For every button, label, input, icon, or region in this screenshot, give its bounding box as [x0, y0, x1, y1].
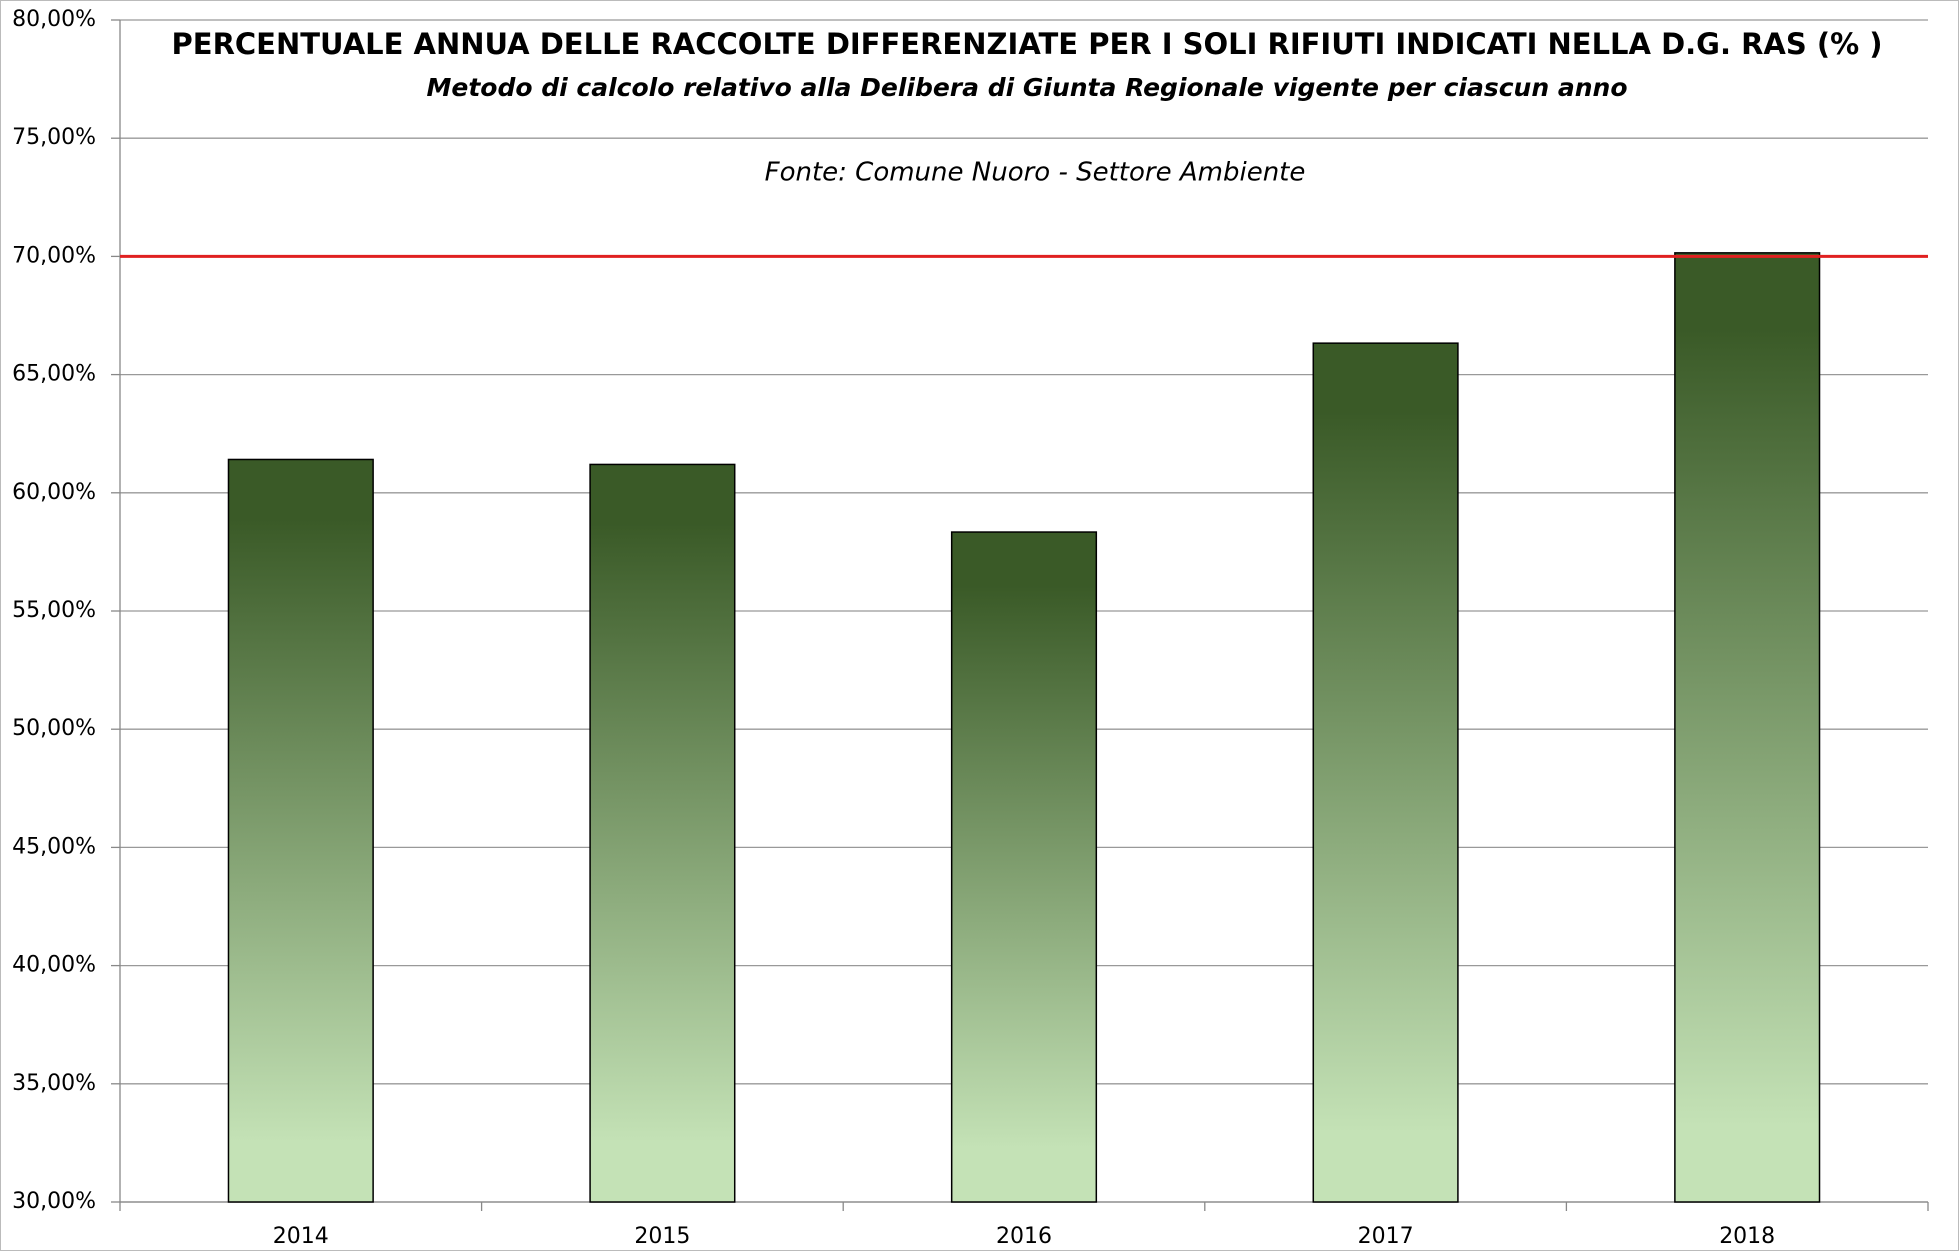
x-tick-label: 2015	[634, 1224, 690, 1249]
y-tick-label: 50,00%	[12, 716, 96, 741]
bar	[1674, 252, 1821, 1203]
y-tick-label: 30,00%	[12, 1189, 96, 1214]
chart-source: Fonte: Comune Nuoro - Settore Ambiente	[765, 158, 1306, 188]
bar	[227, 458, 374, 1203]
y-tick-label: 55,00%	[12, 598, 96, 623]
x-tick-label: 2018	[1719, 1224, 1775, 1249]
x-tick-label: 2016	[996, 1224, 1052, 1249]
y-tick-label: 40,00%	[12, 953, 96, 978]
x-tick-label: 2017	[1358, 1224, 1414, 1249]
bar	[1312, 342, 1459, 1203]
chart-subtitle: Metodo di calcolo relativo alla Delibera…	[427, 73, 1628, 102]
y-tick-label: 75,00%	[12, 125, 96, 150]
chart-title: PERCENTUALE ANNUA DELLE RACCOLTE DIFFERE…	[172, 27, 1883, 61]
x-tick-label: 2014	[273, 1224, 329, 1249]
bar	[589, 463, 736, 1203]
y-tick-label: 65,00%	[12, 362, 96, 387]
y-tick-label: 70,00%	[12, 243, 96, 268]
bar	[950, 531, 1098, 1203]
y-tick-label: 35,00%	[12, 1071, 96, 1096]
y-tick-label: 80,00%	[12, 7, 96, 32]
y-tick-label: 45,00%	[12, 834, 96, 859]
y-tick-label: 60,00%	[12, 480, 96, 505]
